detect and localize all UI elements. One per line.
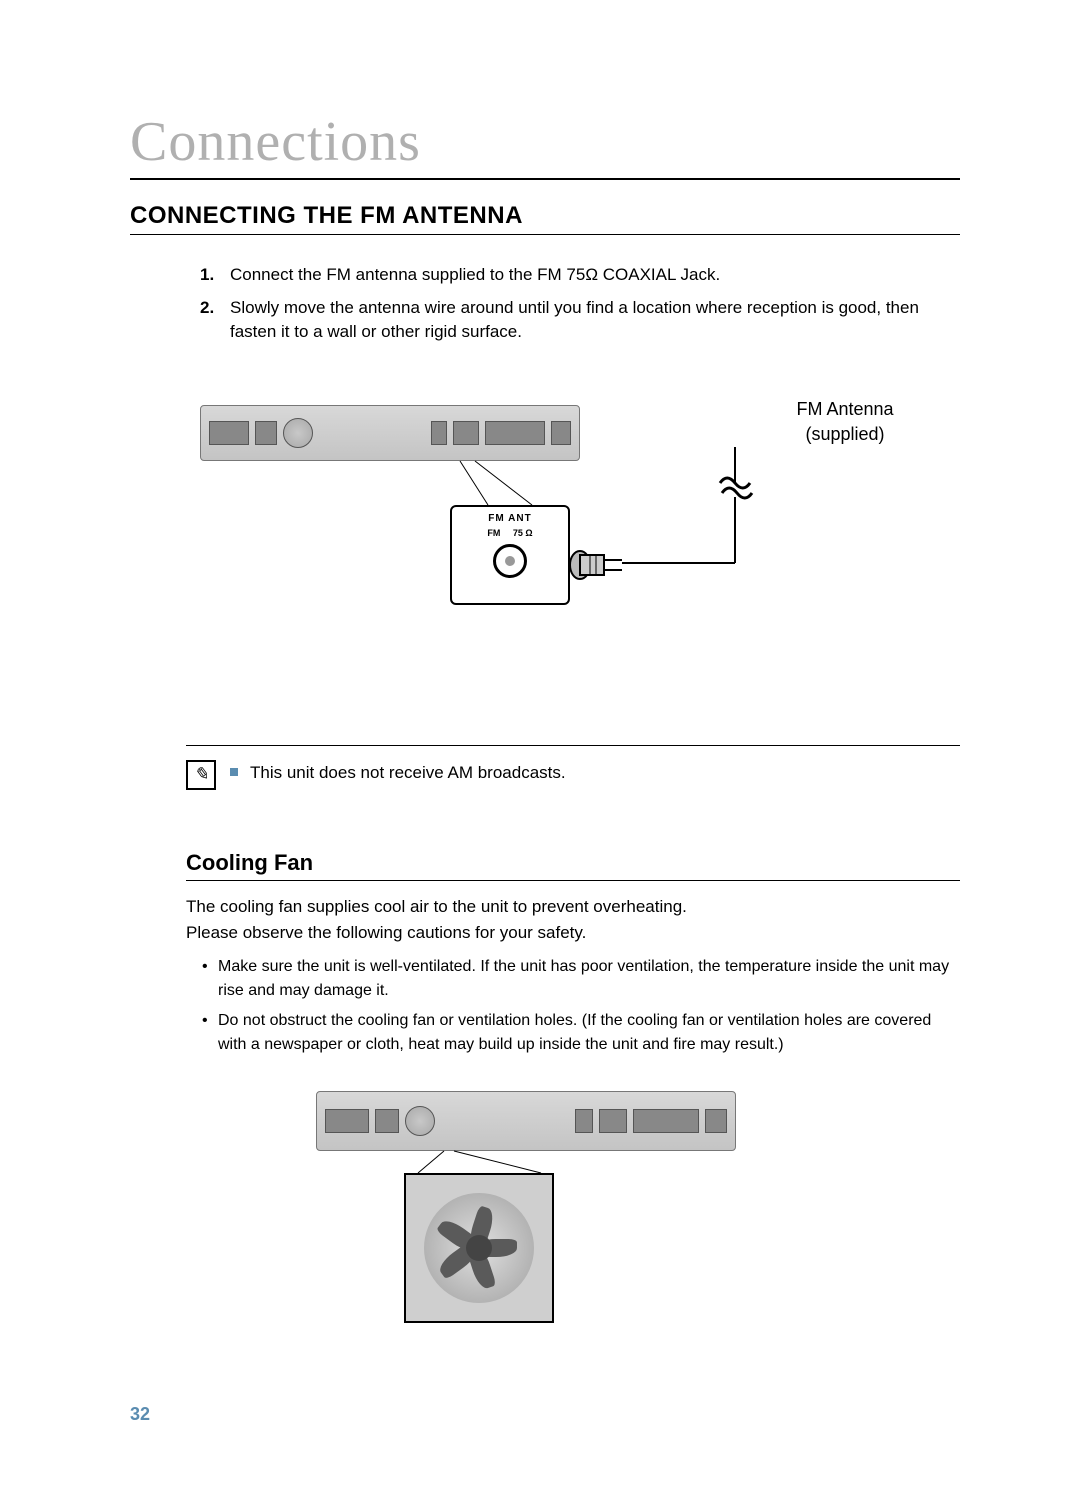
fan-intro: Please observe the following cautions fo… bbox=[186, 921, 960, 945]
caution-item: Make sure the unit is well-ventilated. I… bbox=[202, 955, 960, 1003]
chapter-title: Connections bbox=[130, 110, 960, 180]
step-list: 1. Connect the FM antenna supplied to th… bbox=[130, 263, 960, 345]
fan-intro: The cooling fan supplies cool air to the… bbox=[186, 895, 960, 919]
step-number: 2. bbox=[200, 296, 224, 345]
note-block: ✎ This unit does not receive AM broadcas… bbox=[186, 745, 960, 790]
fan-icon bbox=[424, 1193, 534, 1303]
section-heading-fan: Cooling Fan bbox=[186, 850, 960, 881]
fan-detail bbox=[404, 1173, 554, 1323]
note-bullet-icon bbox=[230, 768, 238, 776]
coax-plug-icon bbox=[568, 545, 628, 585]
callout-line-icon bbox=[186, 1087, 960, 1327]
note-icon: ✎ bbox=[186, 760, 216, 790]
fm-jack-panel: FM ANT FM 75 Ω bbox=[450, 505, 570, 605]
note-text: This unit does not receive AM broadcasts… bbox=[250, 760, 566, 786]
fm-antenna-diagram: FM ANT FM 75 Ω FM Antenna (supplied) bbox=[130, 385, 960, 695]
page-number: 32 bbox=[130, 1404, 150, 1425]
step-item: 2. Slowly move the antenna wire around u… bbox=[200, 296, 960, 345]
step-number: 1. bbox=[200, 263, 224, 288]
jack-label: FM ANT bbox=[452, 513, 568, 524]
step-text: Slowly move the antenna wire around unti… bbox=[230, 296, 960, 345]
section-heading-fm: CONNECTING THE FM ANTENNA bbox=[130, 202, 960, 235]
antenna-label: FM Antenna (supplied) bbox=[770, 397, 920, 447]
coax-jack-icon bbox=[493, 544, 527, 578]
cooling-fan-diagram bbox=[186, 1087, 960, 1327]
caution-item: Do not obstruct the cooling fan or venti… bbox=[202, 1009, 960, 1057]
jack-label-sub: FM 75 Ω bbox=[452, 528, 568, 538]
step-item: 1. Connect the FM antenna supplied to th… bbox=[200, 263, 960, 288]
step-text: Connect the FM antenna supplied to the F… bbox=[230, 263, 720, 288]
caution-list: Make sure the unit is well-ventilated. I… bbox=[202, 955, 960, 1057]
